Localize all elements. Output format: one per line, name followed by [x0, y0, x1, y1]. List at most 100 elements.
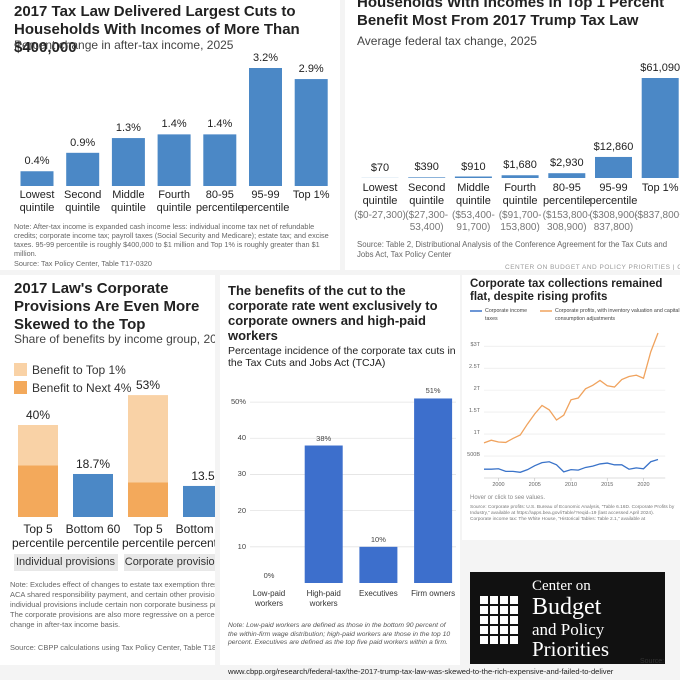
income-range: ($153,800-308,900): [542, 210, 591, 233]
bar: [641, 78, 679, 178]
note: Note: After-tax income is expanded cash …: [14, 222, 329, 258]
value-label: 2.9%: [298, 63, 324, 76]
x-tick-label: 2015: [601, 482, 614, 488]
x-tick-label: Bottom 60 percentile: [65, 522, 121, 550]
bar: [294, 79, 328, 186]
x-tick-label: 2020: [637, 482, 650, 488]
bar: [304, 445, 343, 583]
bar: [111, 138, 145, 186]
value-label: 1.4%: [161, 118, 187, 131]
x-tick-label: Middle quintile: [455, 182, 491, 207]
x-tick-label: Bottom 60 percentile: [175, 522, 215, 550]
value-label: $390: [414, 161, 439, 174]
logo: Center on Budget and Policy Priorities: [470, 572, 665, 664]
x-tick-label: 2010: [564, 482, 578, 488]
x-tick-label: 95-99 percentile: [589, 182, 638, 207]
bar-segment: [128, 395, 168, 483]
income-range: ($91,700-153,800): [498, 210, 542, 233]
source: Source: Tax Policy Center, Table T17-032…: [14, 259, 152, 268]
bar: [414, 398, 453, 583]
y-tick-label: 10: [237, 541, 246, 551]
chart-title: 2017 Law's Corporate Provisions Are Even…: [14, 280, 200, 333]
x-tick-label: Middle quintile: [110, 189, 146, 214]
subtitle: Share of benefits by income group, 2018: [14, 332, 215, 346]
note: Note: Excludes effect of changes to esta…: [10, 580, 215, 629]
x-tick-label: High-paid workers: [306, 589, 341, 608]
x-tick-label: Firm owners: [411, 589, 456, 598]
x-tick-label: Top 1%: [641, 182, 679, 194]
y-tick-label: 1T: [473, 430, 480, 437]
value-label: $61,090: [640, 62, 680, 74]
x-tick-label: 2000: [492, 482, 505, 488]
x-tick-label: Top 5 percentile: [121, 522, 175, 550]
y-tick-label: 1.5T: [468, 408, 480, 415]
panel-corporate-provisions: 2017 Law's Corporate Provisions Are Even…: [0, 275, 215, 665]
income-range: ($0-27,300): [354, 210, 406, 221]
chart-title: 2017 Tax Law Delivered Largest Cuts to H…: [14, 3, 300, 56]
y-tick-label: 40: [237, 433, 246, 443]
legend-label: Corporate income taxes: [485, 308, 528, 322]
value-label: $910: [461, 160, 486, 173]
bar: [183, 485, 215, 517]
subtitle: Percent change in after-tax income, 2025: [14, 38, 234, 52]
line-series: [484, 458, 659, 473]
value-label: 51%: [425, 386, 441, 396]
income-range: ($308,900-837,800): [589, 210, 638, 233]
chart-title: Corporate tax collections remained flat,…: [470, 278, 663, 303]
panel-average-tax-change: Households With Incomes in Top 1 Percent…: [345, 0, 680, 270]
value-label: 10%: [370, 534, 386, 544]
value-label: $1,680: [503, 159, 537, 172]
bar: [454, 176, 492, 178]
panel-corporate-collections: Corporate tax collections remained flat,…: [462, 275, 680, 540]
y-tick-label: $3T: [470, 342, 480, 349]
logo-text: Center on: [532, 578, 591, 594]
chart: [14, 363, 215, 517]
chart-title: The benefits of the cut to the corporate…: [228, 283, 438, 343]
x-tick-label: Top 5 percentile: [11, 522, 65, 550]
legend-label: Corporate profits, with inventory valuat…: [555, 308, 680, 322]
logo-text: Priorities: [532, 637, 609, 661]
y-tick-label: 30: [237, 469, 246, 479]
source: Source: Corporate profits: U.S. Bureau o…: [470, 505, 675, 522]
value-label: 0%: [263, 571, 275, 580]
x-tick-label: Second quintile: [64, 189, 102, 214]
bar: [408, 177, 446, 178]
bar: [249, 68, 282, 186]
line-series: [483, 332, 659, 444]
x-tick-label: 80-95 percentile: [542, 182, 591, 207]
logo-icon: [480, 596, 518, 644]
note: Note: Low-paid workers are defined as th…: [228, 622, 451, 646]
value-label: $12,860: [593, 140, 634, 153]
subtitle: Percentage incidence of the corporate ta…: [228, 345, 456, 369]
group-label: Individual provisions: [13, 554, 118, 571]
source-label: Source:: [640, 658, 665, 665]
bar-segment: [18, 465, 58, 517]
chart-title: Households With Incomes in Top 1 Percent…: [357, 0, 665, 29]
bar-segment: [18, 425, 58, 466]
bar: [157, 134, 191, 186]
panel-corporate-incidence: The benefits of the cut to the corporate…: [220, 275, 460, 665]
x-tick-label: Executives: [359, 589, 398, 598]
value-label: $70: [370, 161, 390, 174]
chart: [361, 78, 679, 178]
logo-text: Budget: [532, 594, 602, 620]
value-label: 38%: [316, 433, 332, 443]
bar: [595, 156, 632, 178]
value-label: 13.5: [191, 468, 215, 483]
x-tick-label: 80-95 percentile: [195, 189, 244, 214]
y-tick-label: 20: [237, 505, 246, 515]
bar: [66, 152, 100, 186]
x-tick-label: Low-paid workers: [252, 589, 286, 608]
bar-segment: [128, 482, 168, 517]
source: Source: Table 2, Distributional Analysis…: [357, 240, 668, 259]
y-tick-label: 2T: [473, 386, 480, 393]
chart: [20, 68, 328, 186]
x-tick-label: 2005: [528, 482, 541, 488]
value-label: 0.9%: [70, 136, 96, 149]
note: Hover or click to see values.: [470, 495, 546, 501]
subtitle: Average federal tax change, 2025: [357, 34, 537, 48]
income-range: ($837,800+): [634, 210, 680, 221]
y-tick-label: 2.5T: [468, 364, 480, 371]
chart: [250, 398, 456, 583]
